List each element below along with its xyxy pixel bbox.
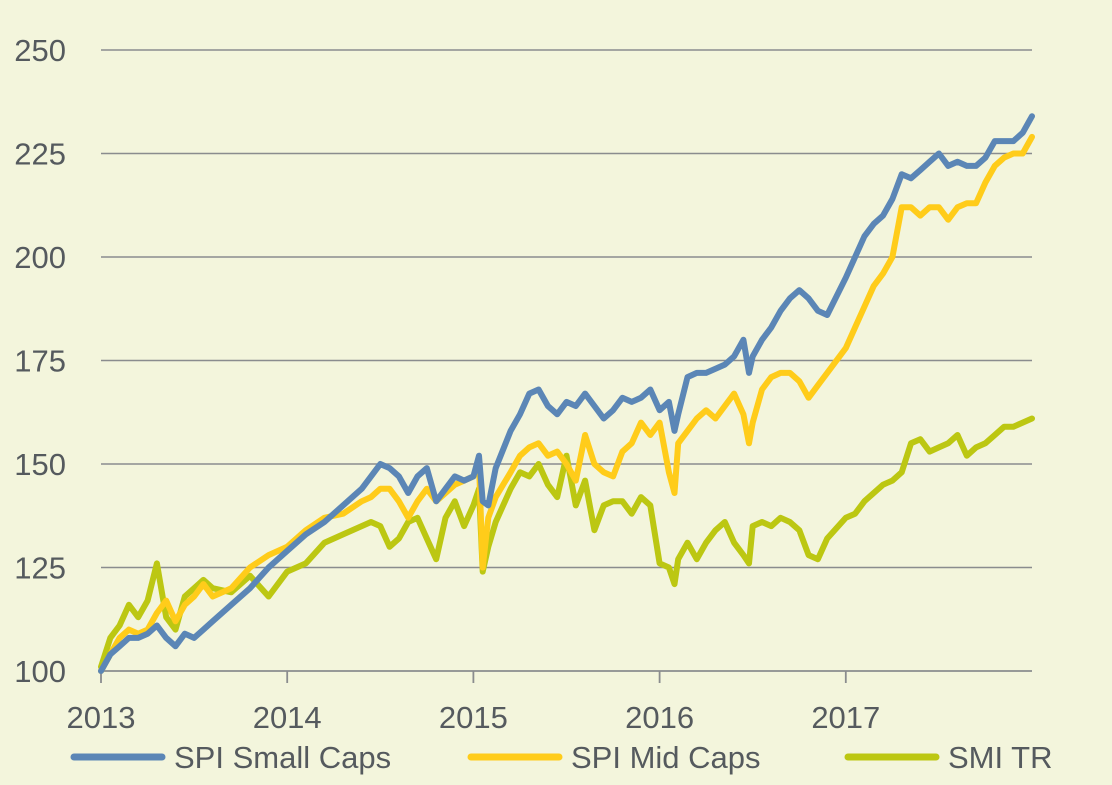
x-tick-label: 2013 xyxy=(67,700,136,735)
x-tick-label: 2016 xyxy=(625,700,694,735)
series-line-smi-tr xyxy=(98,415,1035,670)
y-tick-label: 200 xyxy=(14,240,66,275)
y-tick-label: 100 xyxy=(14,654,66,689)
series-line-spi-small-caps xyxy=(98,113,1035,674)
y-tick-labels: 100 125 150 175 200 225 250 xyxy=(14,33,66,689)
x-tick-label: 2014 xyxy=(253,700,322,735)
x-tick-label: 2015 xyxy=(439,700,508,735)
series-lines xyxy=(98,113,1035,674)
y-tick-label: 225 xyxy=(14,137,66,172)
y-tick-label: 150 xyxy=(14,447,66,482)
legend-label: SPI Small Caps xyxy=(174,740,391,775)
gridlines xyxy=(101,49,1032,569)
x-tick-labels: 2013 2014 2015 2016 2017 xyxy=(67,700,881,735)
axes xyxy=(100,670,1032,683)
x-tick-label: 2017 xyxy=(811,700,880,735)
legend-label: SPI Mid Caps xyxy=(571,740,761,775)
series-line-spi-mid-caps xyxy=(98,133,1035,674)
legend: SPI Small Caps SPI Mid Caps SMI TR xyxy=(70,740,1053,775)
y-tick-label: 250 xyxy=(14,33,66,68)
y-tick-label: 175 xyxy=(14,344,66,379)
y-tick-label: 125 xyxy=(14,551,66,586)
legend-label: SMI TR xyxy=(948,740,1053,775)
